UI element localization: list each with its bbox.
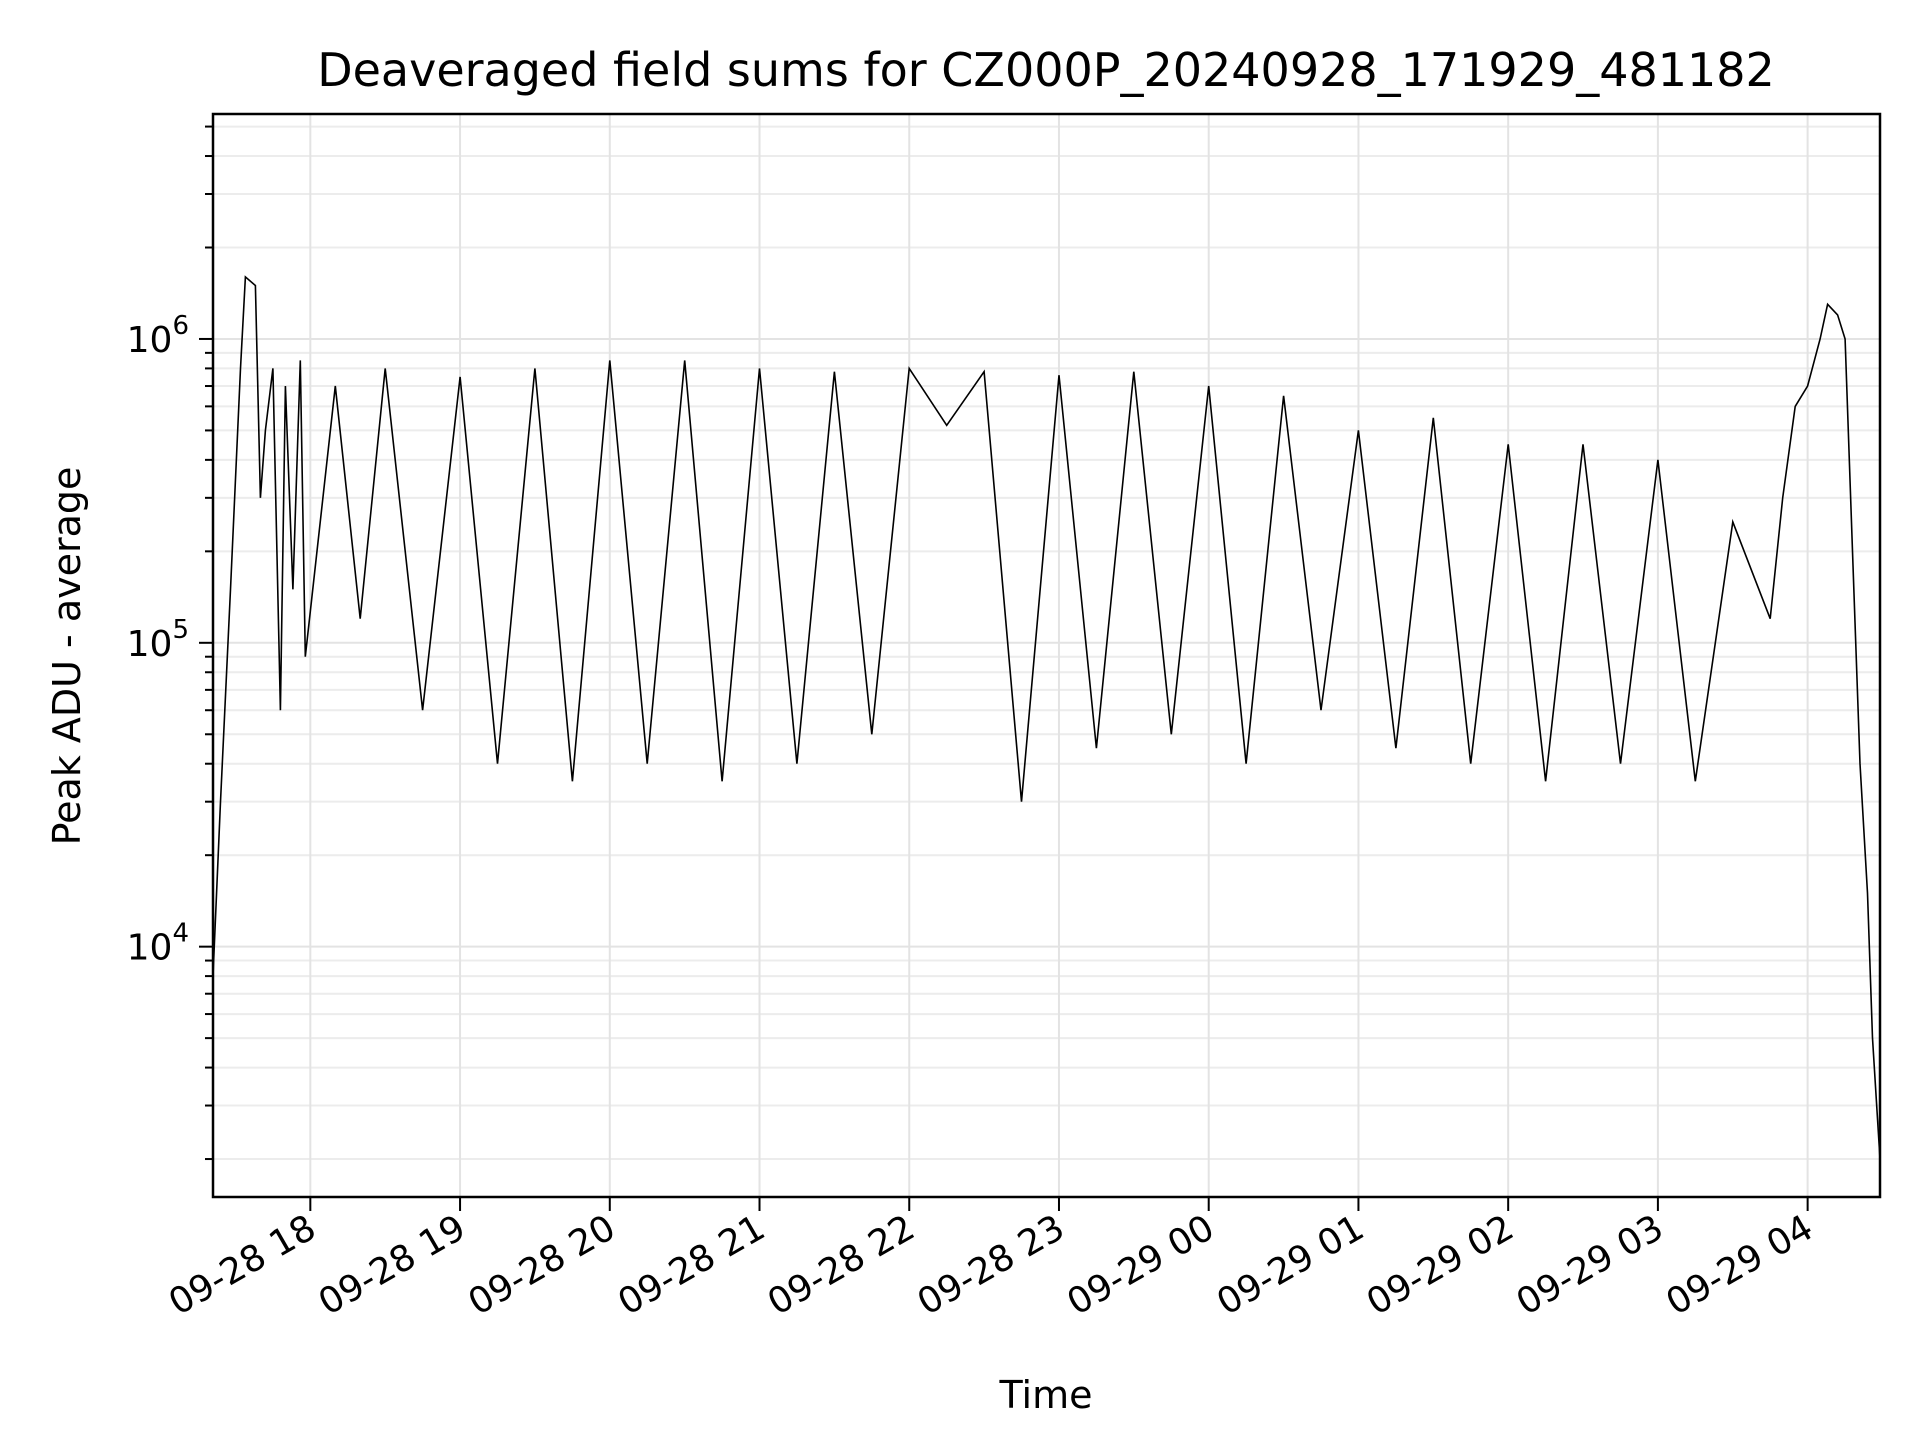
x-tick-label: 09-29 03	[1510, 1207, 1671, 1323]
y-axis-ticks: 104 105 106	[127, 125, 213, 1161]
series-layer	[212, 275, 1881, 1160]
x-tick-label: 09-28 19	[312, 1207, 473, 1323]
plot-frame	[211, 112, 1882, 1199]
x-tick-label: 09-28 18	[162, 1207, 323, 1323]
y-tick-label: 106	[127, 311, 189, 361]
y-axis-label: Peak ADU - average	[45, 467, 89, 846]
series-line	[212, 275, 1881, 1160]
x-axis-label: Time	[999, 1373, 1093, 1417]
x-tick-label: 09-29 04	[1659, 1207, 1820, 1323]
x-tick-label: 09-28 23	[911, 1207, 1072, 1323]
x-tick-label: 09-29 01	[1210, 1207, 1371, 1323]
x-tick-label: 09-29 00	[1061, 1207, 1222, 1323]
x-tick-label: 09-28 20	[462, 1207, 623, 1323]
y-tick-label: 104	[127, 919, 189, 969]
x-tick-label: 09-28 21	[611, 1207, 772, 1323]
chart-title: Deaveraged field sums for CZ000P_2024092…	[317, 43, 1775, 97]
y-tick-label: 105	[127, 615, 189, 665]
x-tick-label: 09-29 02	[1360, 1207, 1521, 1323]
grid-lines	[213, 114, 1880, 1197]
x-tick-label: 09-28 22	[761, 1207, 922, 1323]
